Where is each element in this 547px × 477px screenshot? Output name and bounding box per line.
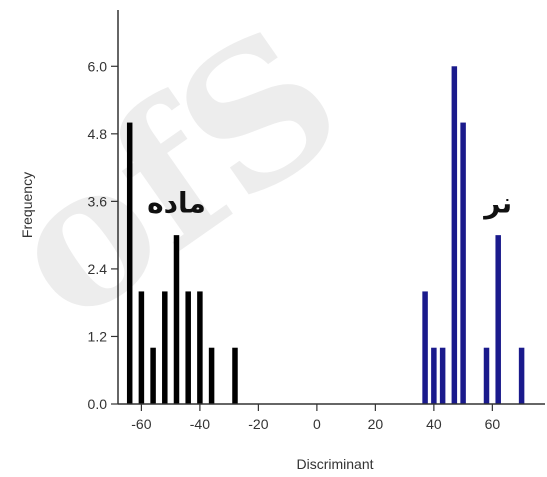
x-tick-label: 20 (368, 416, 384, 432)
x-tick-label: -60 (131, 416, 151, 432)
y-tick-label: 2.4 (88, 261, 108, 277)
bar-series-0 (126, 122, 133, 405)
bar-series-1 (431, 347, 437, 404)
y-tick-label: 4.8 (88, 126, 108, 142)
bar-series-0 (138, 291, 145, 404)
bar-series-0 (162, 291, 168, 404)
bar-series-1 (495, 235, 501, 404)
bar-series-0 (150, 347, 156, 404)
annotations: ماده نر (147, 187, 512, 220)
bar-series-1 (460, 122, 466, 405)
bar-series-0 (208, 347, 215, 404)
bar-series-1 (451, 66, 458, 405)
bar-series-0 (185, 291, 191, 404)
bar-series-1 (422, 291, 428, 404)
bar-series-0 (173, 235, 180, 404)
bar-series-1 (439, 347, 446, 404)
bar-series-1 (518, 347, 525, 404)
bar-series-1 (483, 347, 490, 404)
y-tick-label: 1.2 (88, 328, 108, 344)
x-tick-label: -40 (190, 416, 210, 432)
y-tick-label: 6.0 (88, 58, 108, 74)
x-tick-label: 40 (426, 416, 442, 432)
x-tick-label: 60 (485, 416, 501, 432)
y-tick-label: 0.0 (88, 396, 108, 412)
bar-series-0 (197, 291, 203, 404)
y-tick-label: 3.6 (88, 193, 108, 209)
y-axis-title: Frequency (19, 172, 35, 238)
x-tick-label: -20 (248, 416, 268, 432)
annotation-label: ماده (147, 187, 206, 220)
bar-series-0 (232, 347, 238, 404)
x-axis-title: Discriminant (296, 456, 373, 472)
annotation-label: نر (482, 187, 512, 220)
bars (126, 66, 525, 405)
x-tick-label: 0 (313, 416, 321, 432)
axes: 0.0 1.2 2.4 3.6 4.8 6.0 -60 -40 -20 0 20 40 60 (88, 10, 545, 432)
